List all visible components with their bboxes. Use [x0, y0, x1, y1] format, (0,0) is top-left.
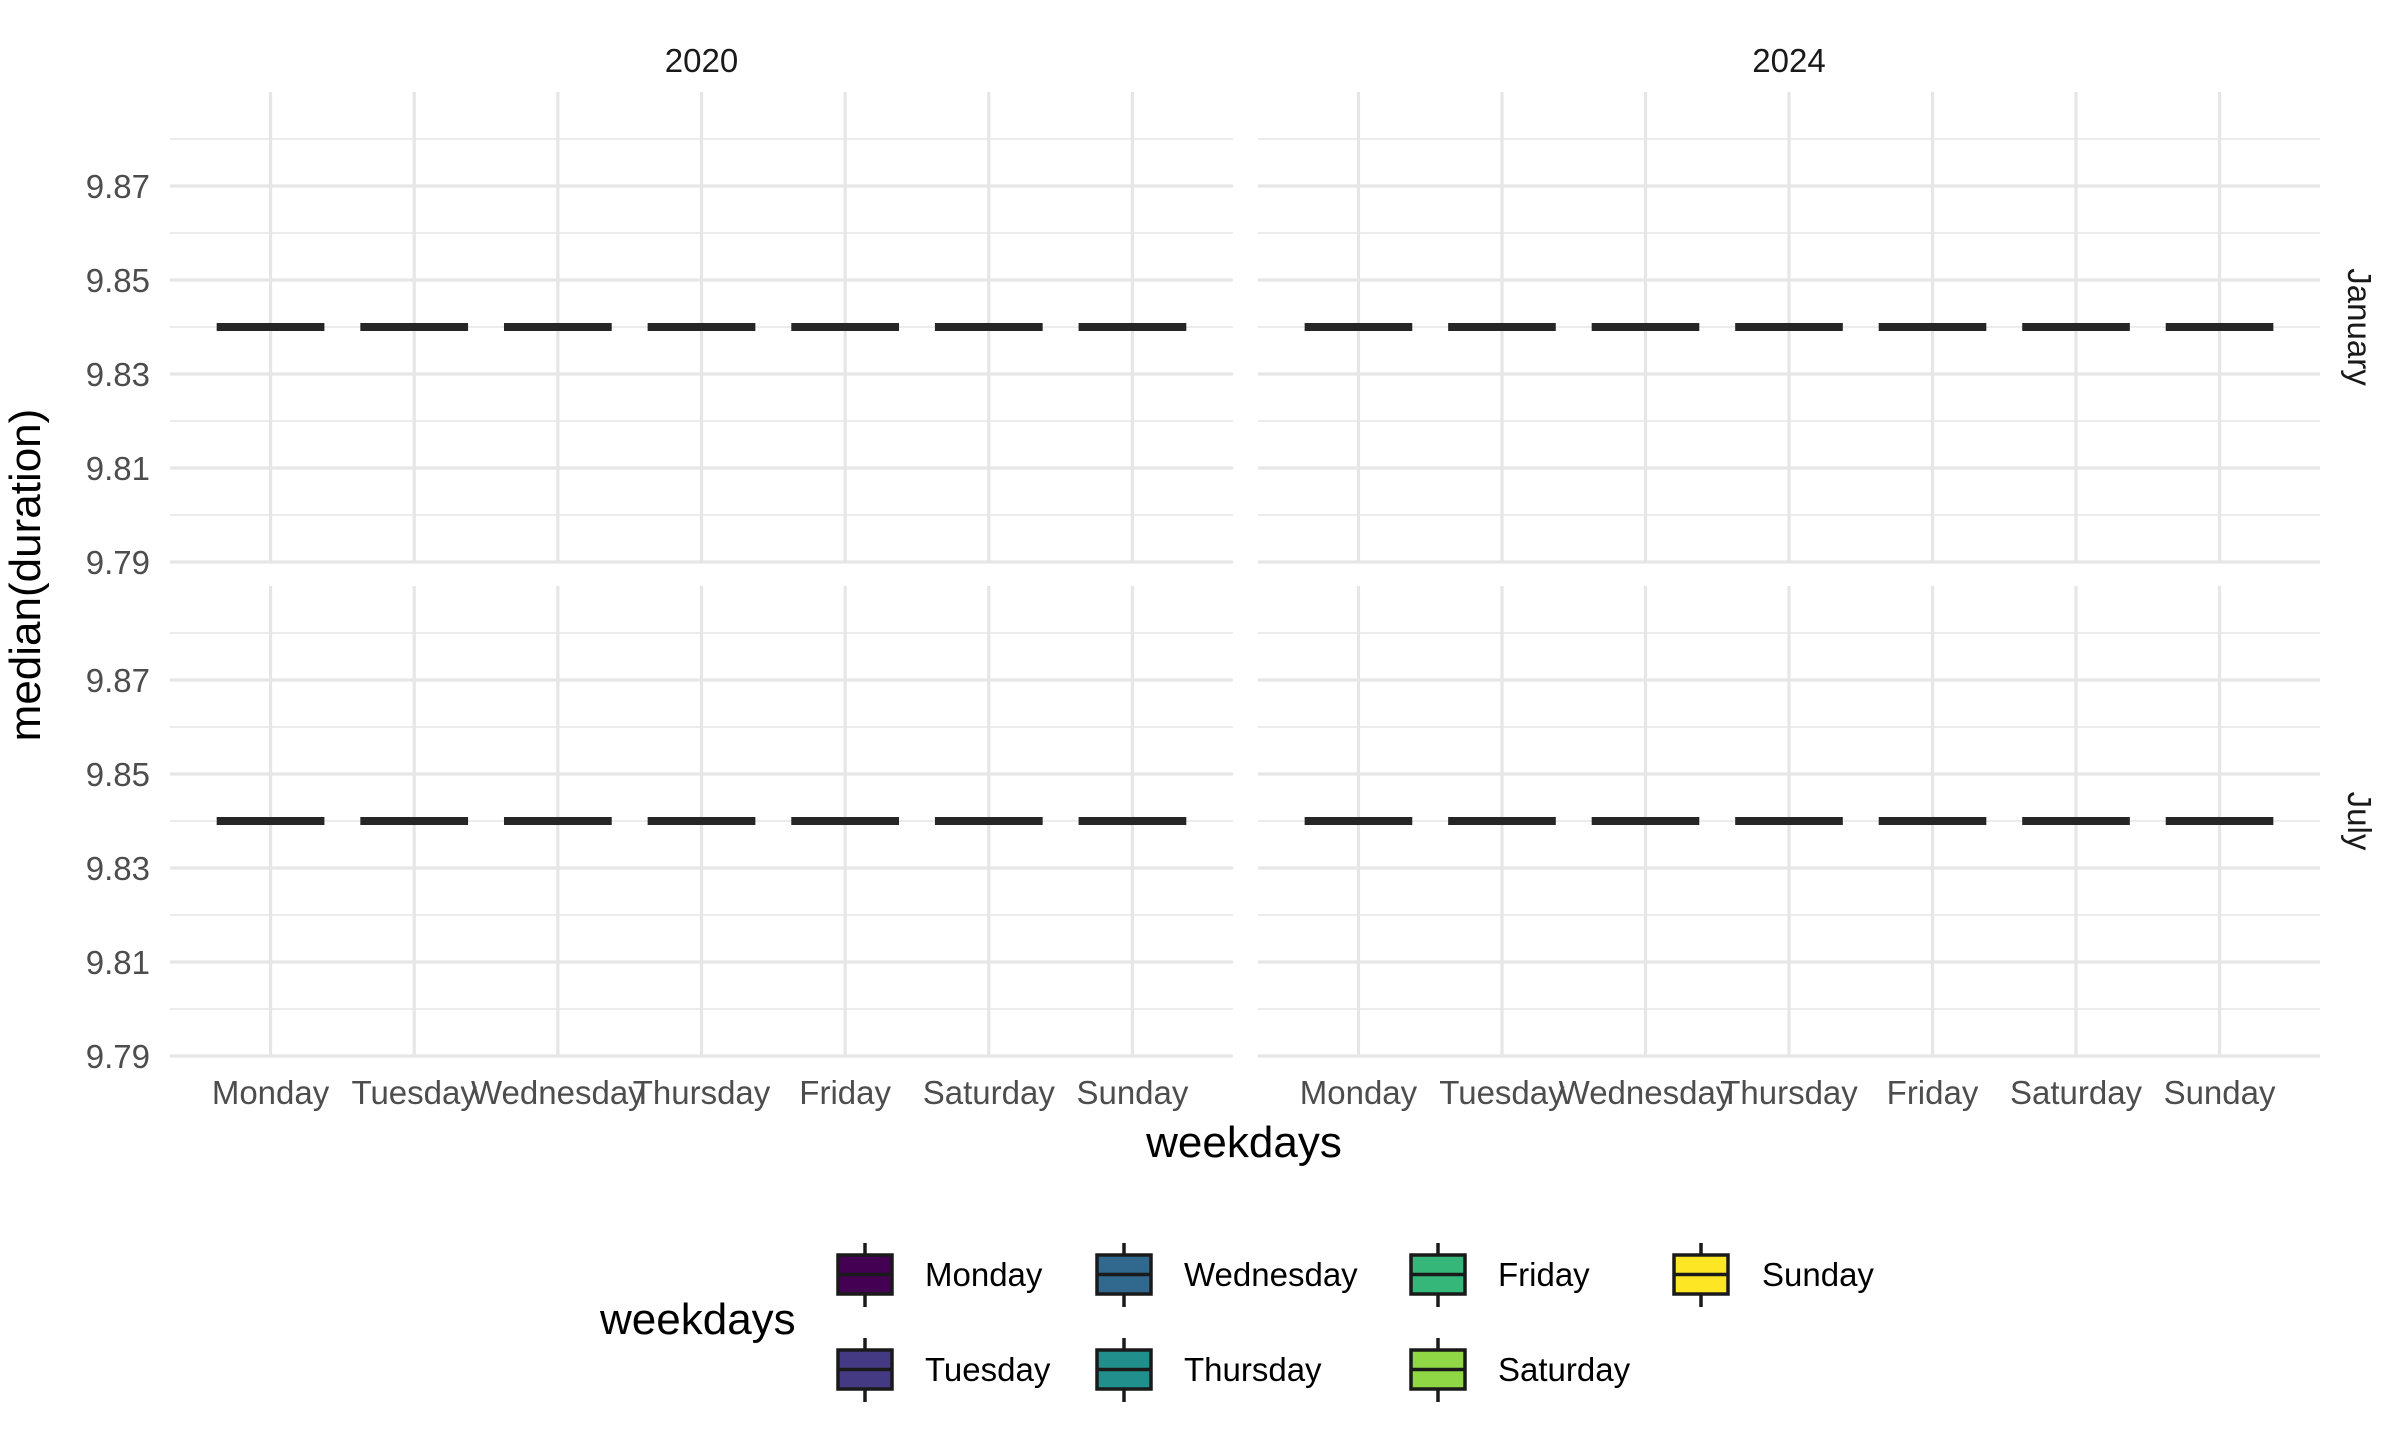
y-tick-label: 9.79	[86, 544, 150, 581]
legend-item-sunday: Sunday	[1672, 1243, 1874, 1307]
facet-panels	[170, 92, 2320, 1058]
strip-label-january: January	[2341, 268, 2378, 386]
legend-label: Friday	[1498, 1256, 1590, 1293]
y-axis-title: median(duration)	[1, 409, 50, 742]
facet-strips: 2020 2024 January July	[665, 42, 2378, 851]
legend-label: Monday	[925, 1256, 1043, 1293]
x-tick-label: Monday	[1300, 1074, 1418, 1111]
y-tick-label: 9.81	[86, 944, 150, 981]
x-tick-label: Sunday	[2164, 1074, 2276, 1111]
y-tick-label: 9.83	[86, 850, 150, 887]
y-tick-label: 9.87	[86, 168, 150, 205]
legend-item-tuesday: Tuesday	[836, 1338, 1051, 1402]
x-tick-label: Friday	[1887, 1074, 1979, 1111]
x-tick-label: Thursday	[633, 1074, 771, 1111]
legend-label: Saturday	[1498, 1351, 1631, 1388]
legend: weekdays Monday Tuesday Wednesday Thursday F…	[599, 1243, 1874, 1402]
x-tick-label: Wednesday	[1559, 1074, 1733, 1111]
x-tick-label: Friday	[799, 1074, 891, 1111]
x-tick-label: Monday	[212, 1074, 330, 1111]
y-tick-label: 9.79	[86, 1038, 150, 1075]
legend-item-saturday: Saturday	[1409, 1338, 1631, 1402]
y-tick-label: 9.85	[86, 756, 150, 793]
legend-label: Wednesday	[1184, 1256, 1358, 1293]
x-tick-label: Wednesday	[471, 1074, 645, 1111]
x-tick-label: Tuesday	[352, 1074, 478, 1111]
legend-title: weekdays	[599, 1295, 796, 1344]
y-tick-label: 9.81	[86, 450, 150, 487]
legend-label: Thursday	[1184, 1351, 1322, 1388]
panel-2024-january	[1258, 92, 2320, 564]
strip-label-2024: 2024	[1752, 42, 1825, 79]
x-tick-label: Saturday	[2010, 1074, 2143, 1111]
legend-item-monday: Monday	[836, 1243, 1043, 1307]
legend-item-friday: Friday	[1409, 1243, 1590, 1307]
x-tick-label: Saturday	[923, 1074, 1056, 1111]
y-tick-label: 9.85	[86, 262, 150, 299]
legend-label: Tuesday	[925, 1351, 1051, 1388]
y-tick-label: 9.87	[86, 662, 150, 699]
x-tick-label: Thursday	[1720, 1074, 1858, 1111]
x-tick-label: Tuesday	[1439, 1074, 1565, 1111]
x-tick-label: Sunday	[1076, 1074, 1188, 1111]
y-axis-ticks: 9.79 9.81 9.83 9.85 9.87 9.79 9.81 9.83 9.85 9.87	[86, 168, 150, 1075]
legend-item-wednesday: Wednesday	[1095, 1243, 1358, 1307]
x-axis-title: weekdays	[1145, 1118, 1342, 1167]
panel-2024-july	[1258, 586, 2320, 1058]
panel-2020-january	[170, 92, 1233, 564]
legend-label: Sunday	[1762, 1256, 1874, 1293]
legend-item-thursday: Thursday	[1095, 1338, 1322, 1402]
strip-label-july: July	[2341, 792, 2378, 851]
panel-2020-july	[170, 586, 1233, 1058]
strip-label-2020: 2020	[665, 42, 738, 79]
y-tick-label: 9.83	[86, 356, 150, 393]
